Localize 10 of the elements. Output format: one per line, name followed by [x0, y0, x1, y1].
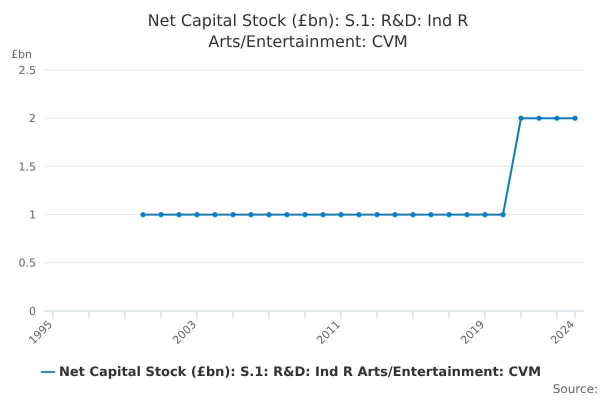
source-note: Source: [552, 382, 598, 396]
y-tick-label: 1 [29, 208, 36, 222]
legend-label: Net Capital Stock (£bn): S.1: R&D: Ind R Arts/Entertainment: CVM [58, 365, 541, 380]
y-tick-label: 2 [29, 112, 36, 126]
y-tick-label: 0.5 [18, 256, 36, 270]
chart-title: Net Capital Stock (£bn): S.1: R&D: Ind R Arts/Entertainment: CVM [146, 10, 470, 52]
y-tick-label: 2.5 [18, 64, 36, 77]
y-axis-title: £bn [11, 48, 32, 61]
y-tick-label: 0 [29, 304, 36, 318]
y-tick-label: 1.5 [18, 160, 36, 174]
